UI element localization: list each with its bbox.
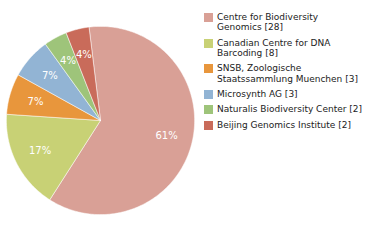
html-text:Canadian Centre for DNA Barcod: Canadian Centre for DNA Barcoding [8] [217,37,331,58]
svg-text:61%: 61% [155,130,177,141]
svg-text:7%: 7% [28,96,44,107]
svg-text:4%: 4% [60,55,76,66]
html-text:Naturalis Biodiversity Center: Naturalis Biodiversity Center [2] [217,104,362,115]
html-text:Beijing Genomics Institute [2]: Beijing Genomics Institute [2] [217,119,351,130]
svg-text:4%: 4% [76,49,92,60]
svg-text:17%: 17% [29,145,51,156]
html-text:Centre for Biodiversity Genomi: Centre for Biodiversity Genomics [28] [217,12,319,33]
svg-text:7%: 7% [42,70,58,81]
html-text:SNSB, Zoologische Staatssammlu: SNSB, Zoologische Staatssammlung Muenche… [217,63,358,84]
html-text:Microsynth AG [3]: Microsynth AG [3] [217,89,298,100]
